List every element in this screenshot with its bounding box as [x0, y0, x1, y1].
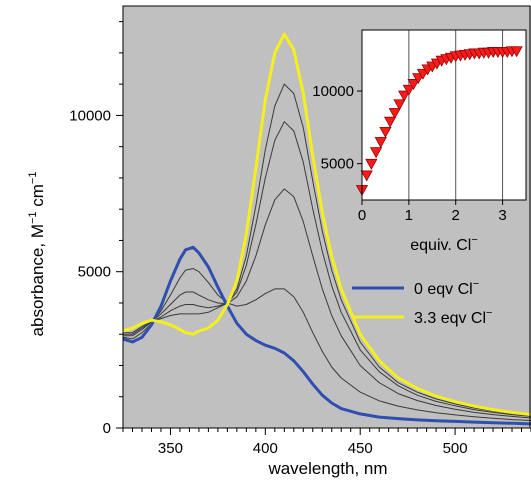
series-line-0: [122, 245, 531, 426]
inset-y-tick-label-5000: 5000: [321, 156, 354, 173]
legend-label-0: 0 eqv Cl−: [414, 278, 479, 298]
x-tick-label-450: 450: [348, 440, 373, 457]
inset-ticks: 0 1 2 3 5000 10000: [312, 83, 506, 224]
inset-point: [407, 79, 420, 90]
inset-point: [398, 90, 411, 102]
inset-point: [369, 147, 383, 159]
series-line-2: [123, 188, 531, 419]
series-line-1: [122, 268, 531, 421]
x-tick-label-500: 500: [443, 440, 468, 457]
inset-x-tick-label-2: 2: [452, 207, 460, 224]
legend-entry-1: 3.3 eqv Cl−: [352, 307, 492, 327]
inset-point: [379, 126, 392, 138]
series-line-5: [122, 32, 531, 417]
inset-point: [374, 137, 387, 149]
inset-x-axis-label: equiv. Cl−: [410, 234, 478, 254]
plot-frame: [122, 5, 531, 429]
x-axis-label: wavelength, nm: [267, 459, 387, 478]
inset-point: [365, 158, 378, 170]
inset-points: [355, 46, 523, 197]
inset-point: [388, 108, 401, 120]
inset-x-tick-label-1: 1: [405, 207, 413, 224]
inset-frame: [361, 29, 527, 201]
inset-point: [402, 84, 415, 96]
y-tick-label-5000: 5000: [78, 264, 111, 281]
legend: 0 eqv Cl− 3.3 eqv Cl−: [352, 278, 492, 327]
series-line-4: [123, 83, 531, 416]
legend-label-1: 3.3 eqv Cl−: [414, 307, 492, 327]
inset-point: [384, 116, 397, 128]
inset-x-tick-label-3: 3: [498, 207, 506, 224]
inset-point: [510, 46, 523, 58]
y-axis-label: absorbance, M−1 cm−1: [27, 172, 47, 337]
x-tick-label-400: 400: [253, 440, 278, 457]
legend-entry-0: 0 eqv Cl−: [352, 278, 479, 298]
series-line-3: [123, 121, 531, 417]
inset-point: [360, 170, 373, 182]
inset-y-tick-label-10000: 10000: [312, 83, 354, 100]
inset-chart: 0 1 2 3 5000 10000: [312, 29, 527, 224]
y-tick-label-10000: 10000: [69, 107, 111, 124]
main-series: [122, 32, 531, 426]
y-tick-label-0: 0: [103, 420, 111, 437]
x-tick-label-350: 350: [158, 440, 183, 457]
inset-point: [393, 99, 406, 111]
inset-x-tick-label-0: 0: [358, 207, 366, 224]
